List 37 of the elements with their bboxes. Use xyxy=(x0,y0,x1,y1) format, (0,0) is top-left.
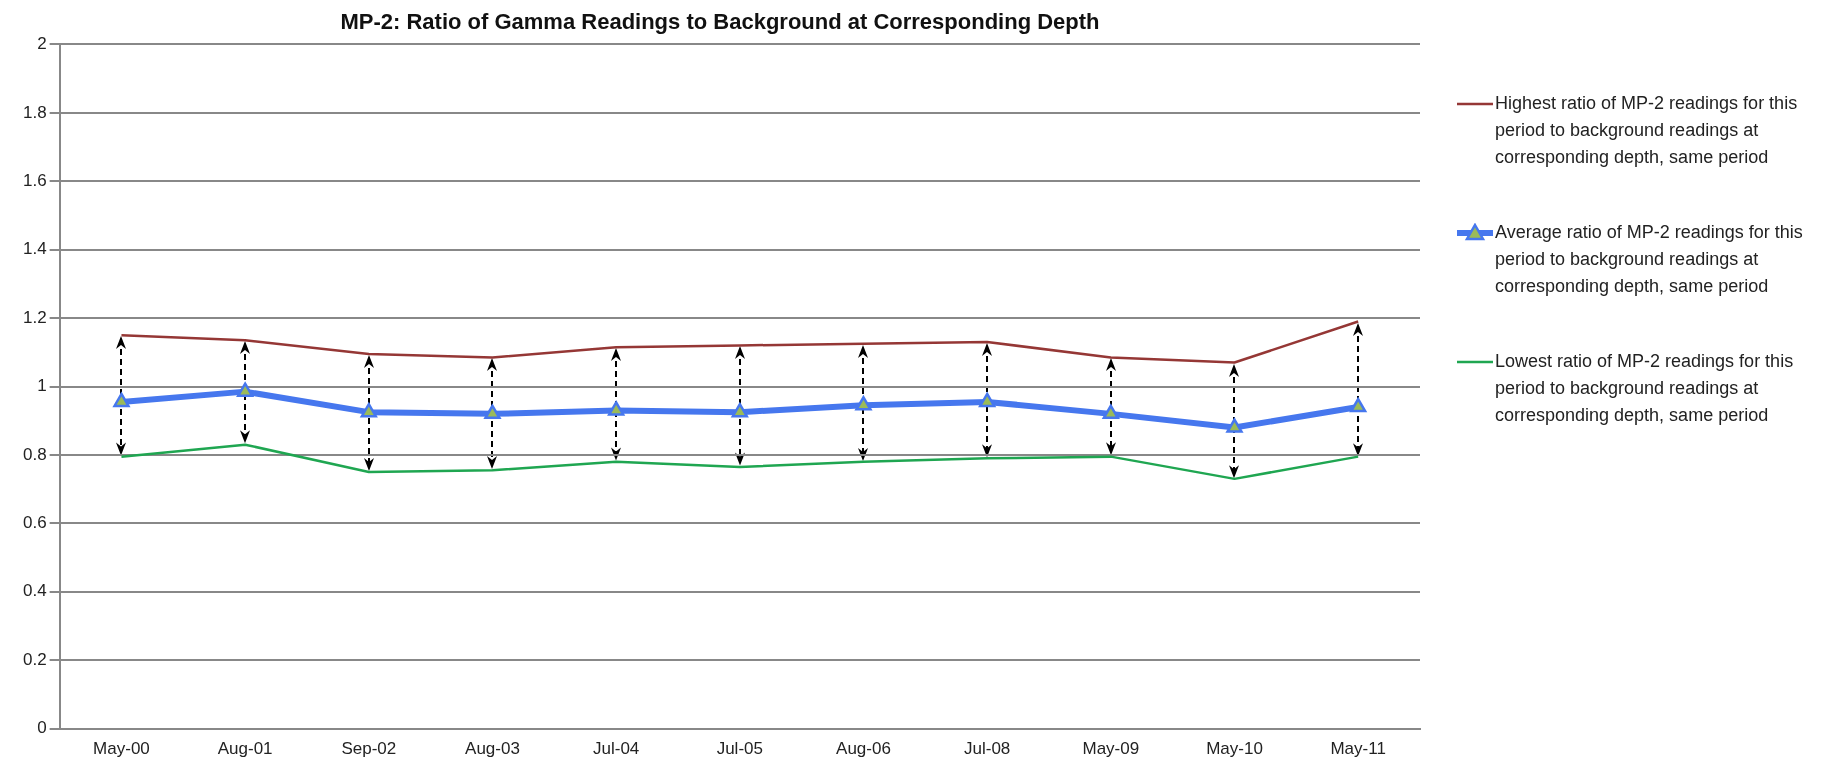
point xyxy=(1102,404,1119,420)
x-tick-label: Jul-04 xyxy=(592,739,640,759)
point xyxy=(1349,397,1367,413)
y-tick-label: 0.2 xyxy=(22,649,47,669)
x-tick-label: May-00 xyxy=(93,739,150,759)
x-tick-label: Sep-02 xyxy=(341,739,397,759)
y-tick-label: 0.6 xyxy=(22,513,47,533)
x-tick-label: Aug-06 xyxy=(836,739,891,759)
x-tick-label: Aug-03 xyxy=(465,739,520,759)
x-tick-label: Jul-08 xyxy=(964,739,1011,759)
y-tick-label: 1 xyxy=(37,376,47,396)
point xyxy=(484,404,501,420)
point xyxy=(1226,418,1243,433)
x-tick-label: May-11 xyxy=(1330,739,1386,759)
point xyxy=(731,402,748,418)
legend-label: Lowest ratio of MP-2 readings for this period to background readings at corresponding depth, same period xyxy=(1495,350,1795,427)
y-tick-label: 1.8 xyxy=(22,102,47,122)
legend-label: Highest ratio of MP-2 readings for this period to background readings at corresponding depth, same period xyxy=(1495,92,1799,169)
point xyxy=(855,396,872,411)
x-tick-label: May-10 xyxy=(1206,739,1263,759)
legend-label: Average ratio of MP-2 readings for this period to background readings at corresponding depth, same period xyxy=(1495,221,1804,298)
chart-title: MP-2: Ratio of Gamma Readings to Background at Corresponding Depth xyxy=(340,9,1100,35)
point xyxy=(113,392,130,408)
y-tick-label: 2 xyxy=(37,34,47,54)
x-tick-label: Aug-01 xyxy=(217,739,273,759)
y-tick-label: 0.8 xyxy=(22,444,47,464)
point xyxy=(607,401,625,416)
point xyxy=(360,402,377,418)
point xyxy=(236,382,254,397)
x-tick-label: May-09 xyxy=(1082,739,1140,759)
point xyxy=(978,392,996,408)
x-tick-label: Jul-05 xyxy=(716,739,763,759)
y-tick-label: 1.2 xyxy=(22,307,47,327)
y-tick-label: 1.4 xyxy=(22,239,47,259)
y-tick-label: 0 xyxy=(37,718,47,738)
y-tick-label: 1.6 xyxy=(22,170,47,190)
y-tick-label: 0.4 xyxy=(22,581,47,601)
